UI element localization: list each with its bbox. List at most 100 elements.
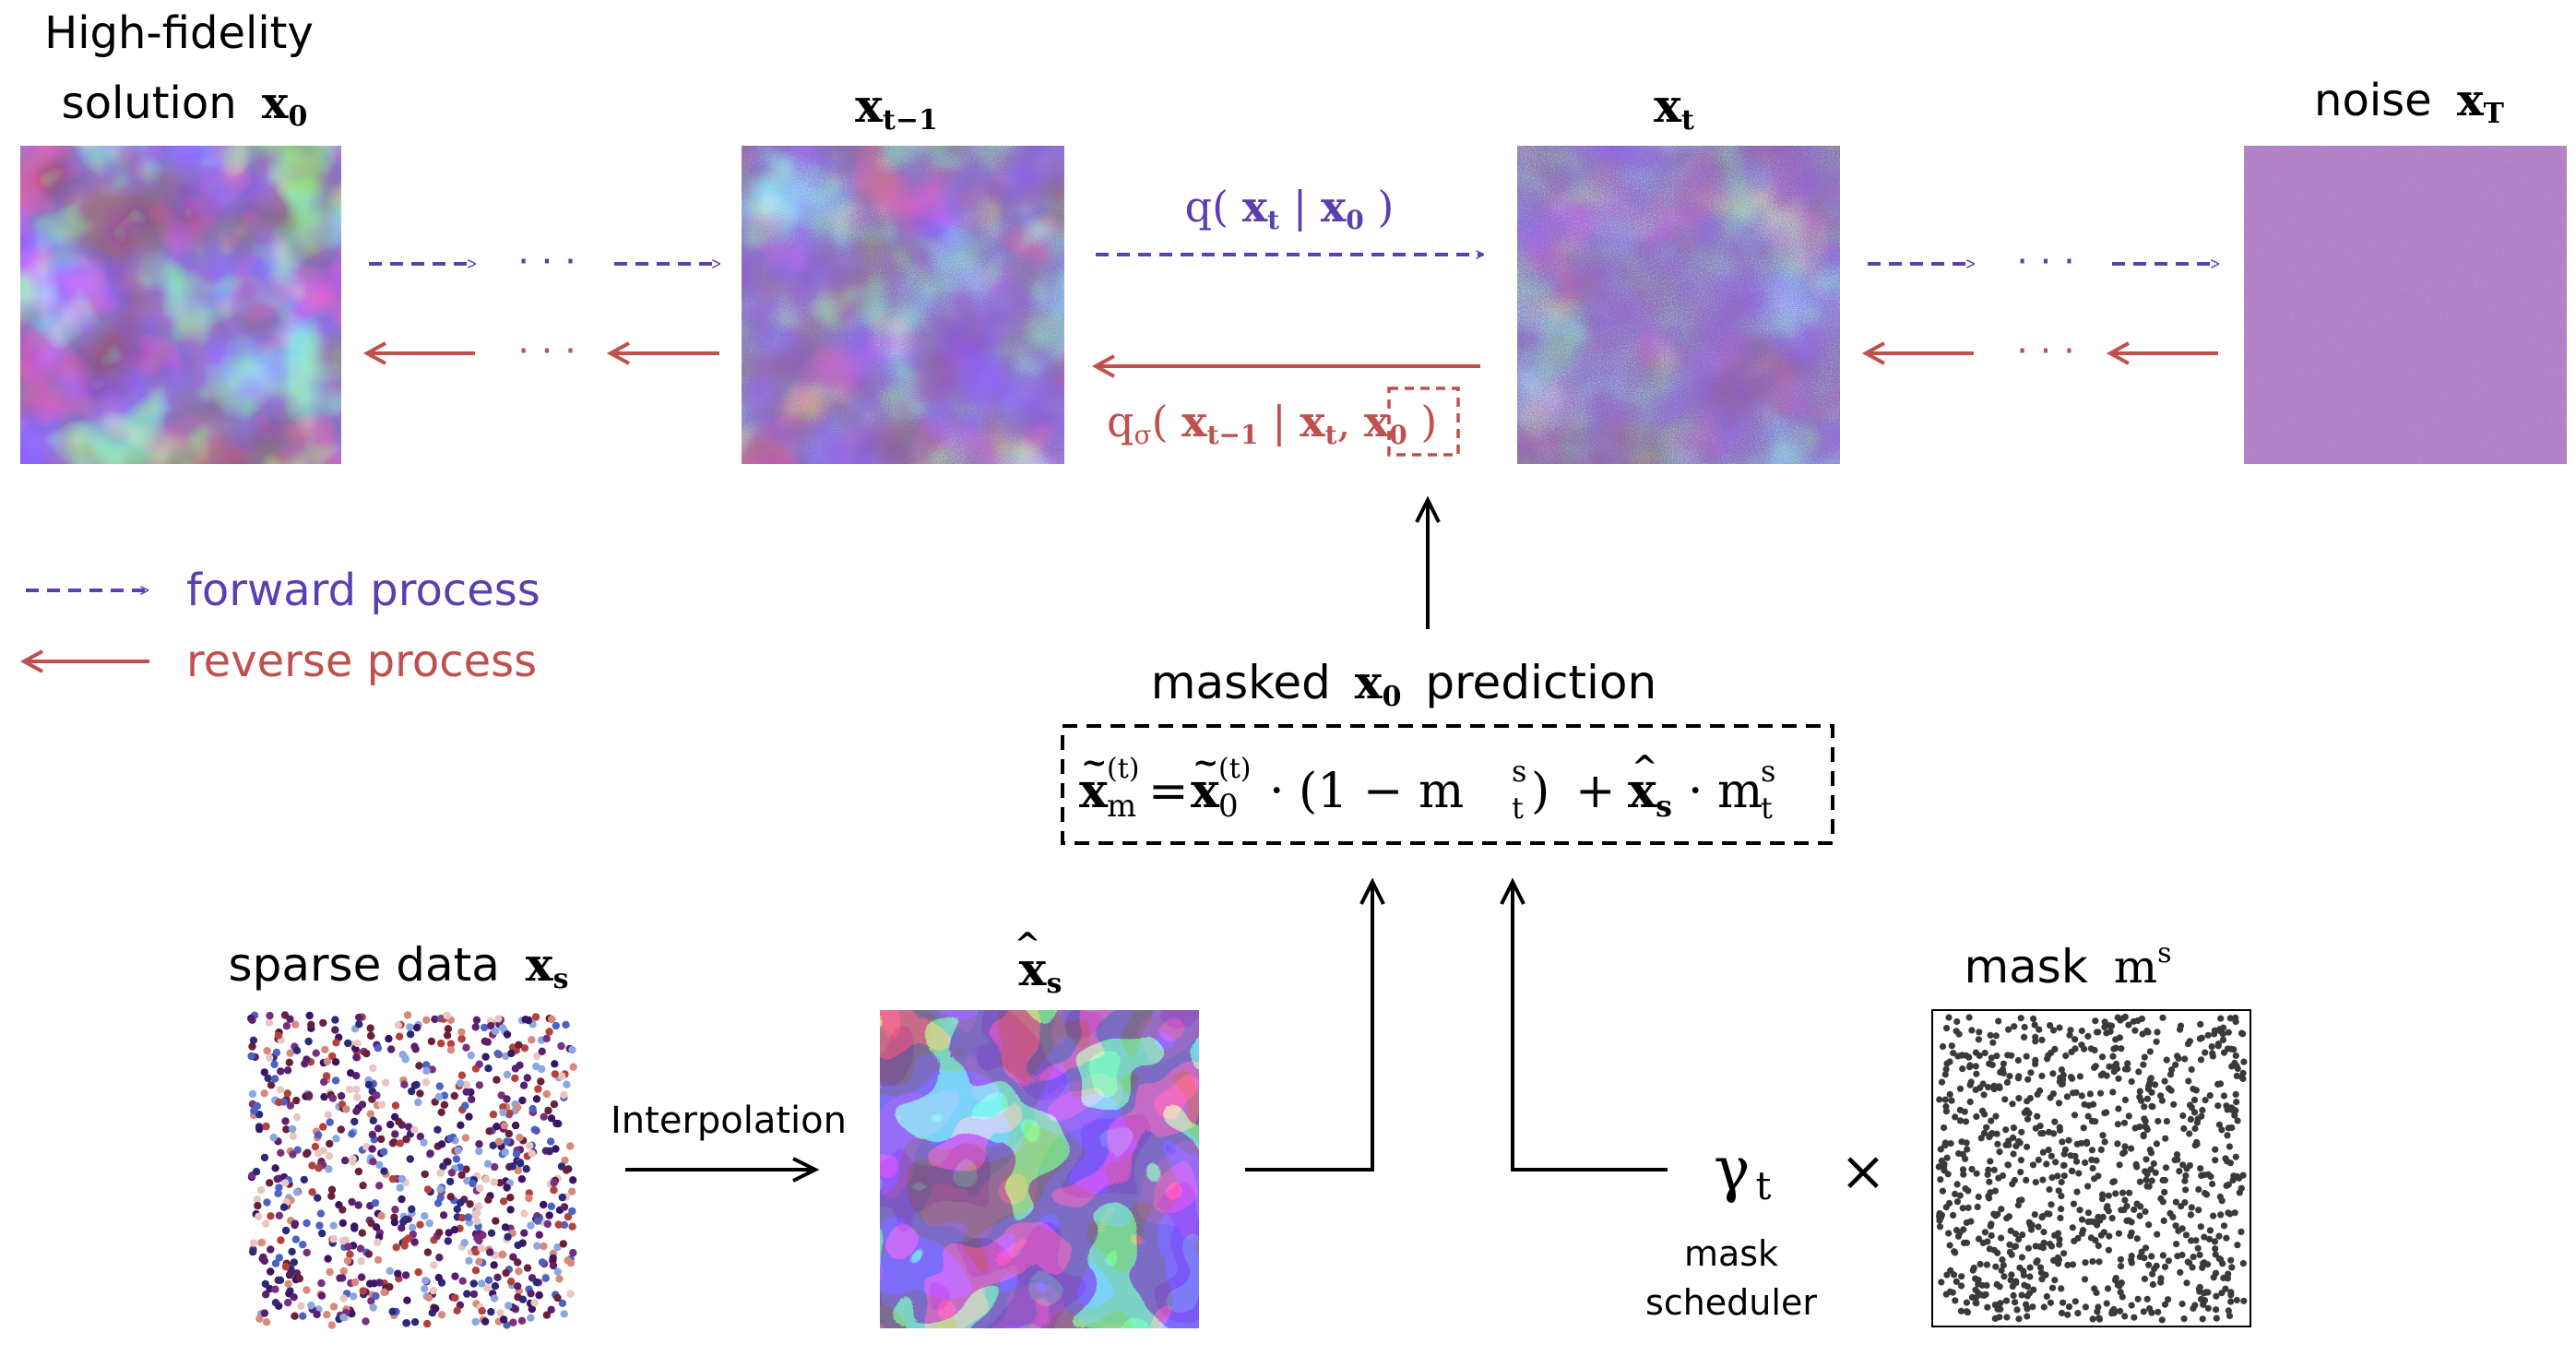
- mask-sample-dot: [1956, 1192, 1964, 1199]
- sparse-sample-dot: [499, 1315, 508, 1324]
- mask-sample-dot: [2148, 1253, 2155, 1260]
- eq-mts-sub-1: t: [1512, 791, 1524, 826]
- mask-sample-dot: [2032, 1179, 2039, 1186]
- mask-sample-dot: [1988, 1231, 1995, 1239]
- mask-sample-dot: [2225, 1307, 2232, 1314]
- image-sparse-data: [247, 1011, 577, 1329]
- sparse-sample-dot: [498, 1024, 507, 1032]
- sparse-sample-dot: [524, 1016, 533, 1025]
- sparse-sample-dot: [519, 1081, 528, 1089]
- sparse-sample-dot: [517, 1175, 527, 1184]
- mask-sample-dot: [1997, 1305, 2004, 1313]
- sparse-sample-dot: [253, 1195, 262, 1204]
- sparse-sample-dot: [531, 1013, 540, 1021]
- mask-sample-dot: [1997, 1300, 2004, 1307]
- sparse-sample-dot: [552, 1021, 560, 1030]
- mask-sample-dot: [2024, 1107, 2031, 1114]
- sparse-sample-dot: [485, 1127, 493, 1136]
- label-x-t: xt: [1654, 78, 1694, 137]
- sparse-sample-dot: [289, 1124, 297, 1134]
- sparse-sample-dot: [311, 1142, 320, 1151]
- sparse-sample-dot: [262, 1219, 270, 1228]
- mask-sample-dot: [2232, 1153, 2239, 1160]
- sparse-sample-dot: [260, 1256, 269, 1266]
- sparse-sample-dot: [520, 1209, 528, 1218]
- mask-sample-dot: [1984, 1303, 1991, 1311]
- mask-sample-dot: [2000, 1262, 2007, 1269]
- sparse-sample-dot: [433, 1125, 442, 1134]
- sparse-sample-dot: [303, 1219, 311, 1228]
- sparse-sample-dot: [331, 1076, 340, 1085]
- mask-sample-dot: [1994, 1210, 2001, 1218]
- sparse-sample-dot: [421, 1170, 429, 1179]
- sparse-sample-dot: [338, 1236, 348, 1245]
- sparse-sample-dot: [343, 1256, 352, 1266]
- mask-sample-dot: [1950, 1211, 1957, 1219]
- sparse-sample-dot: [362, 1143, 371, 1151]
- sparse-sample-dot: [422, 1061, 431, 1069]
- sparse-sample-dot: [515, 1267, 523, 1276]
- sparse-sample-dot: [338, 1219, 347, 1228]
- sparse-sample-dot: [272, 1048, 281, 1057]
- mask-sample-dot: [1969, 1267, 1977, 1274]
- mask-sample-dot: [2133, 1163, 2141, 1171]
- sparse-sample-dot: [386, 1282, 394, 1291]
- mask-sample-dot: [2199, 1315, 2206, 1323]
- equation-box: [1061, 724, 1834, 845]
- sparse-sample-dot: [562, 1020, 570, 1029]
- sparse-sample-dot: [493, 1123, 501, 1131]
- sparse-sample-dot: [420, 1138, 428, 1147]
- mask-sample-dot: [2045, 1147, 2052, 1154]
- sparse-sample-dot: [493, 1050, 502, 1058]
- sparse-sample-dot: [423, 1185, 433, 1194]
- mask-sample-dot: [2070, 1200, 2077, 1207]
- sparse-sample-dot: [553, 1267, 562, 1276]
- mask-sample-dot: [2141, 1275, 2148, 1282]
- mask-sample-dot: [2198, 1034, 2205, 1041]
- mask-sample-dot: [1996, 1083, 2003, 1090]
- sparse-sample-dot: [262, 1122, 270, 1131]
- sparse-sample-dot: [282, 1022, 291, 1030]
- mask-sample-dot: [2223, 1234, 2230, 1242]
- mask-sample-dot: [2149, 1270, 2156, 1278]
- sparse-sample-dot: [564, 1212, 573, 1221]
- sparse-sample-dot: [545, 1147, 554, 1156]
- sparse-sample-dot: [318, 1229, 326, 1238]
- mask-sample-dot: [1960, 1239, 1968, 1246]
- sparse-sample-dot: [331, 1058, 340, 1066]
- mask-sample-dot: [2006, 1073, 2013, 1080]
- mask-sample-dot: [2182, 1186, 2190, 1194]
- sparse-sample-dot: [353, 1039, 362, 1048]
- mask-sample-dot: [2239, 1030, 2247, 1038]
- sparse-sample-dot: [388, 1307, 397, 1316]
- mask-sample-dot: [2128, 1145, 2135, 1152]
- sparse-sample-dot: [325, 1165, 333, 1173]
- mask-sample-dot: [1964, 1146, 1971, 1153]
- mask-sample-dot: [2001, 1096, 2009, 1103]
- mask-sample-dot: [2036, 1123, 2044, 1130]
- sparse-sample-dot: [266, 1011, 274, 1020]
- sparse-sample-dot: [313, 1310, 321, 1319]
- sparse-sample-dot: [479, 1231, 487, 1240]
- sparse-sample-dot: [457, 1121, 465, 1130]
- mask-sample-dot: [2210, 1212, 2217, 1219]
- sparse-sample-dot: [253, 1101, 261, 1111]
- sparse-x: x: [526, 937, 554, 992]
- mask-sample-dot: [2182, 1172, 2190, 1180]
- sparse-sample-dot: [339, 1267, 348, 1276]
- mask-sample-dot: [2105, 1246, 2112, 1254]
- mask-sample-dot: [2055, 1100, 2063, 1107]
- mask-sample-dot: [1952, 1190, 1959, 1197]
- mask-sample-dot: [2194, 1244, 2202, 1252]
- mask-sample-dot: [1979, 1080, 1987, 1088]
- sym-xtm1-sub: t−1: [883, 104, 938, 137]
- mask-sample-dot: [1945, 1199, 1953, 1207]
- mask-sample-dot: [2048, 1152, 2055, 1160]
- sparse-sample-dot: [282, 1125, 291, 1134]
- qs-paren-open: (: [1152, 397, 1169, 446]
- sparse-sample-dot: [511, 1305, 520, 1314]
- mask-sample-dot: [2166, 1209, 2174, 1217]
- mask-sample-dot: [2146, 1048, 2154, 1055]
- sparse-sample-dot: [540, 1242, 548, 1251]
- mask-sample-dot: [1978, 1281, 1986, 1289]
